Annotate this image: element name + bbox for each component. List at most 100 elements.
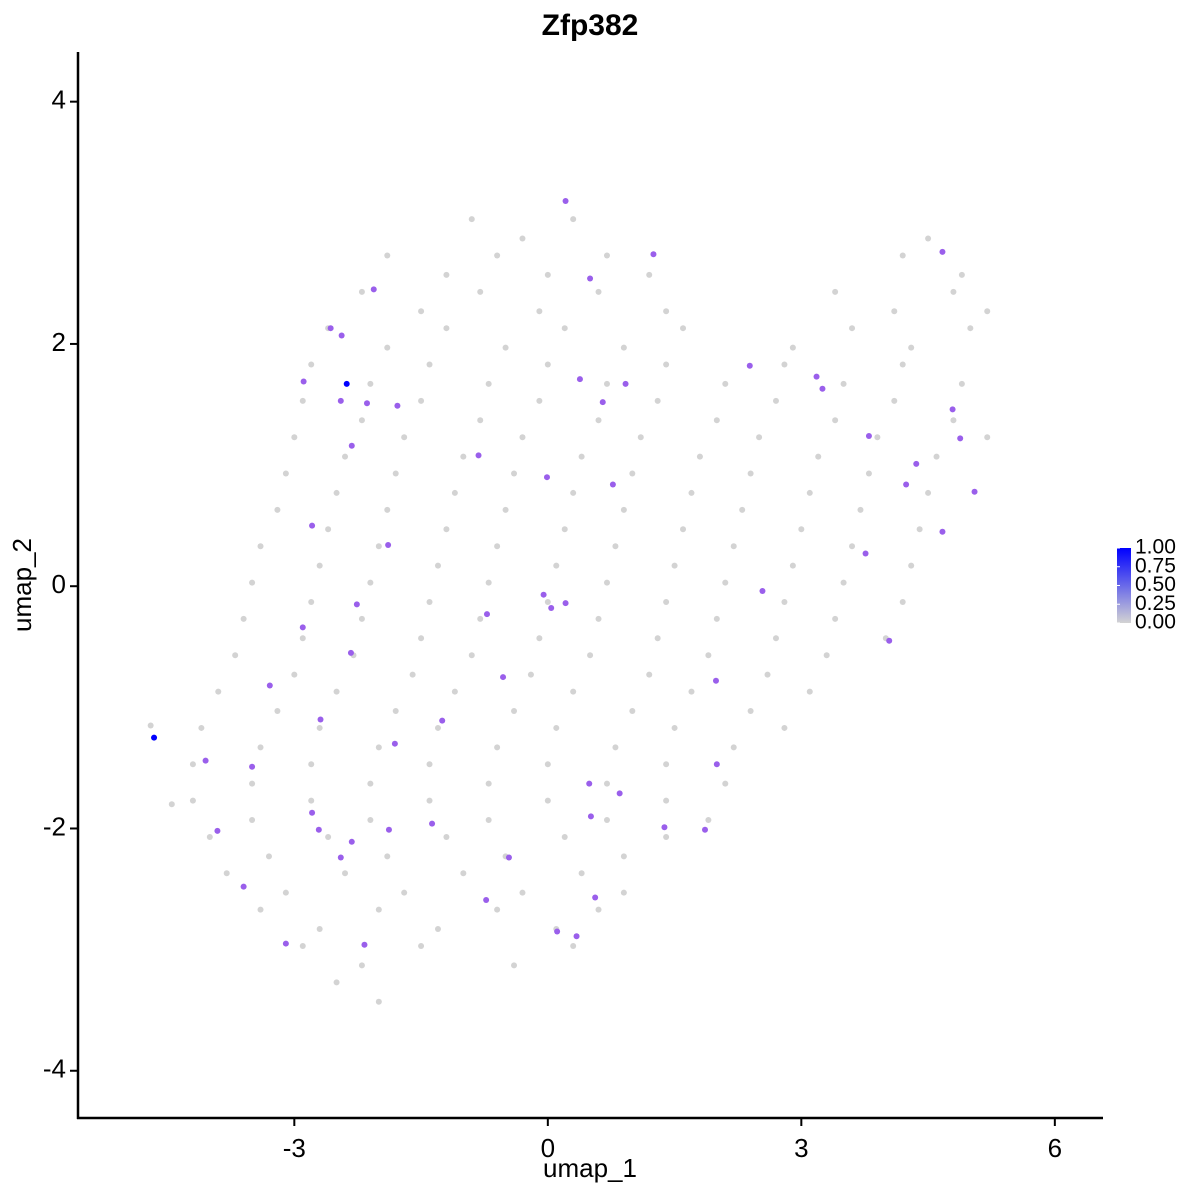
point bbox=[637, 434, 644, 441]
point bbox=[891, 308, 898, 315]
point bbox=[426, 761, 433, 768]
point bbox=[913, 460, 920, 467]
point bbox=[392, 707, 399, 714]
point bbox=[426, 598, 433, 605]
point bbox=[426, 361, 433, 368]
point bbox=[570, 216, 577, 223]
point bbox=[315, 826, 322, 833]
point bbox=[215, 688, 222, 695]
point bbox=[544, 361, 551, 368]
point bbox=[494, 906, 501, 913]
point bbox=[299, 942, 306, 949]
point bbox=[401, 434, 408, 441]
point bbox=[739, 506, 746, 513]
point bbox=[477, 615, 484, 622]
point bbox=[688, 688, 695, 695]
point bbox=[333, 979, 340, 986]
point bbox=[899, 252, 906, 259]
point bbox=[391, 740, 398, 747]
point bbox=[781, 361, 788, 368]
x-tick-label: 6 bbox=[1048, 1133, 1062, 1163]
point bbox=[367, 380, 374, 387]
point bbox=[348, 442, 355, 449]
point bbox=[781, 598, 788, 605]
point bbox=[317, 716, 324, 723]
point bbox=[375, 543, 382, 550]
point bbox=[358, 615, 365, 622]
point bbox=[950, 288, 957, 295]
point bbox=[772, 635, 779, 642]
point bbox=[375, 744, 382, 751]
point bbox=[899, 598, 906, 605]
point bbox=[609, 481, 616, 488]
point bbox=[325, 833, 332, 840]
point bbox=[198, 724, 205, 731]
point bbox=[832, 288, 839, 295]
colorbar-label: 0.50 bbox=[1135, 573, 1176, 596]
point bbox=[570, 942, 577, 949]
point bbox=[772, 397, 779, 404]
point bbox=[570, 688, 577, 695]
y-tick-label: 4 bbox=[52, 85, 66, 115]
point bbox=[595, 615, 602, 622]
point bbox=[578, 870, 585, 877]
point bbox=[561, 833, 568, 840]
point bbox=[650, 251, 657, 258]
point bbox=[342, 870, 349, 877]
point bbox=[620, 344, 627, 351]
point bbox=[764, 671, 771, 678]
point bbox=[646, 671, 653, 678]
point bbox=[375, 906, 382, 913]
y-tick-label: 0 bbox=[52, 569, 66, 599]
point bbox=[798, 526, 805, 533]
point bbox=[663, 361, 670, 368]
point bbox=[540, 591, 547, 598]
point bbox=[485, 780, 492, 787]
point bbox=[587, 813, 594, 820]
point bbox=[654, 635, 661, 642]
point bbox=[840, 380, 847, 387]
point bbox=[485, 380, 492, 387]
point bbox=[151, 734, 158, 741]
point bbox=[468, 652, 475, 659]
point bbox=[865, 470, 872, 477]
point bbox=[401, 889, 408, 896]
point bbox=[561, 325, 568, 332]
point bbox=[337, 397, 344, 404]
point bbox=[291, 434, 298, 441]
point bbox=[949, 406, 956, 413]
point bbox=[813, 373, 820, 380]
point bbox=[418, 635, 425, 642]
point bbox=[202, 757, 209, 764]
point bbox=[823, 652, 830, 659]
point bbox=[899, 361, 906, 368]
point bbox=[325, 526, 332, 533]
x-tick-label: -3 bbox=[283, 1133, 306, 1163]
point bbox=[249, 817, 256, 824]
point bbox=[299, 397, 306, 404]
point bbox=[544, 598, 551, 605]
point bbox=[603, 579, 610, 586]
point bbox=[333, 489, 340, 496]
point bbox=[886, 637, 893, 644]
point bbox=[477, 417, 484, 424]
point bbox=[384, 344, 391, 351]
point bbox=[586, 780, 593, 787]
point bbox=[587, 652, 594, 659]
point bbox=[249, 780, 256, 787]
point bbox=[511, 470, 518, 477]
point bbox=[274, 506, 281, 513]
point bbox=[722, 380, 729, 387]
point bbox=[338, 332, 345, 339]
point bbox=[451, 489, 458, 496]
point bbox=[443, 526, 450, 533]
point bbox=[527, 671, 534, 678]
y-tick-label: -4 bbox=[43, 1054, 66, 1084]
point bbox=[443, 271, 450, 278]
point bbox=[971, 488, 978, 495]
point bbox=[348, 838, 355, 845]
point bbox=[939, 248, 946, 255]
point bbox=[483, 896, 490, 903]
point bbox=[439, 717, 446, 724]
point bbox=[384, 506, 391, 513]
